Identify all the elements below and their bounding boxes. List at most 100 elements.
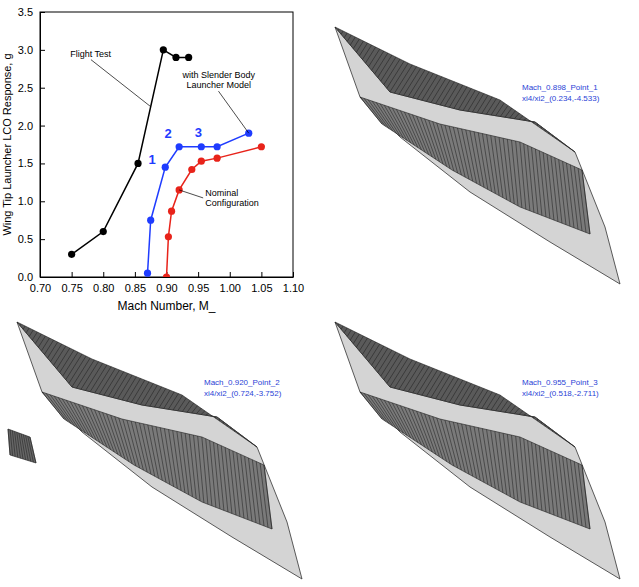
series-marker xyxy=(176,186,183,193)
wing-mesh xyxy=(54,396,75,426)
y-tick-mark xyxy=(40,126,45,127)
wing-surface xyxy=(335,322,620,579)
wing-mesh xyxy=(445,378,459,401)
wing-mesh xyxy=(10,430,12,456)
wing-mesh xyxy=(519,116,523,120)
series-label: NominalConfiguration xyxy=(205,188,259,208)
x-tick-label: 1.00 xyxy=(220,282,241,294)
wing-mesh xyxy=(344,328,347,333)
wing-mesh xyxy=(198,436,204,503)
wing-mesh xyxy=(368,100,389,129)
y-tick: 0.0 xyxy=(18,271,45,283)
wing-mesh xyxy=(369,49,380,67)
wing-mesh xyxy=(582,170,590,234)
wing-mesh xyxy=(582,465,590,529)
wing-mesh xyxy=(566,458,574,523)
wing-mesh xyxy=(341,31,343,34)
x-tick: 0.75 xyxy=(61,272,82,294)
x-tick-mark xyxy=(135,272,136,277)
wing-mesh xyxy=(528,145,534,212)
wing-mesh xyxy=(499,137,507,199)
wing-band xyxy=(42,392,272,529)
wing-mesh xyxy=(95,367,111,393)
wing-mesh xyxy=(145,385,157,405)
wing-mesh xyxy=(168,394,178,410)
series-marker xyxy=(134,160,141,167)
series-marker xyxy=(144,270,151,277)
wing-mesh xyxy=(206,413,209,415)
wing-mesh xyxy=(99,411,115,452)
panel-subtitle: xi4/xi2_(0.518,-2.711) xyxy=(522,389,599,398)
wing-mesh xyxy=(210,440,216,507)
wing-mesh xyxy=(362,340,371,354)
wing-mesh xyxy=(535,149,542,216)
wing-mesh xyxy=(372,51,384,70)
wing-mesh xyxy=(181,432,189,494)
wing-mesh xyxy=(417,73,433,99)
wing-mesh xyxy=(219,419,221,422)
wing-mesh xyxy=(23,326,25,329)
wing-mesh xyxy=(60,350,74,372)
wing-mesh xyxy=(559,436,560,437)
wing-mesh xyxy=(531,442,537,509)
wing-mesh xyxy=(210,415,212,416)
x-tick-label: 0.85 xyxy=(125,282,146,294)
wing-mesh xyxy=(20,324,21,326)
wing-mesh xyxy=(90,408,107,447)
wing-mesh xyxy=(491,430,499,490)
wing-mesh xyxy=(482,392,492,409)
wing-mesh xyxy=(571,149,572,150)
point-label: 2 xyxy=(165,126,172,141)
wing-mesh xyxy=(173,395,182,410)
wing-mesh xyxy=(237,453,244,518)
plot-frame xyxy=(40,12,293,277)
wing-mesh xyxy=(51,344,62,362)
series-marker xyxy=(258,143,265,150)
wing-mesh xyxy=(154,389,165,407)
wing-mesh xyxy=(32,332,37,340)
wing-mesh xyxy=(478,133,488,190)
x-tick-label: 1.05 xyxy=(251,282,272,294)
x-tick-mark xyxy=(198,272,199,277)
wing-mesh xyxy=(226,424,227,426)
x-tick-mark xyxy=(293,272,294,277)
wing-mesh xyxy=(368,395,389,424)
wing-mesh xyxy=(41,338,49,351)
wing-mesh xyxy=(225,447,232,513)
wing-mesh xyxy=(384,59,400,85)
y-tick-label: 0.5 xyxy=(18,233,33,245)
wing-mesh xyxy=(510,111,516,118)
wing-mesh xyxy=(413,367,429,393)
wing-mesh xyxy=(445,420,458,468)
wing-mesh xyxy=(441,419,454,466)
wing-mesh xyxy=(399,362,416,390)
wing-mesh xyxy=(429,120,443,164)
wing-mesh xyxy=(556,138,557,139)
wing-mesh xyxy=(528,440,534,507)
wing-mesh xyxy=(62,399,82,431)
series-marker xyxy=(176,143,183,150)
point-label: 1 xyxy=(149,152,156,167)
wing-mesh xyxy=(387,356,404,383)
point-label: 3 xyxy=(195,125,202,140)
x-tick-label: 0.90 xyxy=(156,282,177,294)
x-tick-label: 1.10 xyxy=(283,282,304,294)
wing-mesh xyxy=(433,417,447,462)
wing-mesh xyxy=(131,421,143,470)
y-tick: 1.0 xyxy=(18,195,45,207)
wing-mesh xyxy=(463,90,475,110)
y-tick-mark xyxy=(40,277,45,278)
x-tick-label: 0.70 xyxy=(30,282,51,294)
wing-mesh xyxy=(417,368,433,394)
wing-mesh xyxy=(387,61,404,88)
wing-mesh xyxy=(66,354,82,380)
leader-line xyxy=(91,60,151,107)
wing-mesh xyxy=(512,140,518,206)
wing-mesh xyxy=(516,141,522,208)
wing-mesh xyxy=(396,404,414,440)
wing-mesh xyxy=(440,82,454,105)
wing-mesh xyxy=(189,434,196,499)
series-marker xyxy=(165,233,172,240)
series-marker xyxy=(163,273,170,277)
wing-mesh xyxy=(359,43,367,56)
